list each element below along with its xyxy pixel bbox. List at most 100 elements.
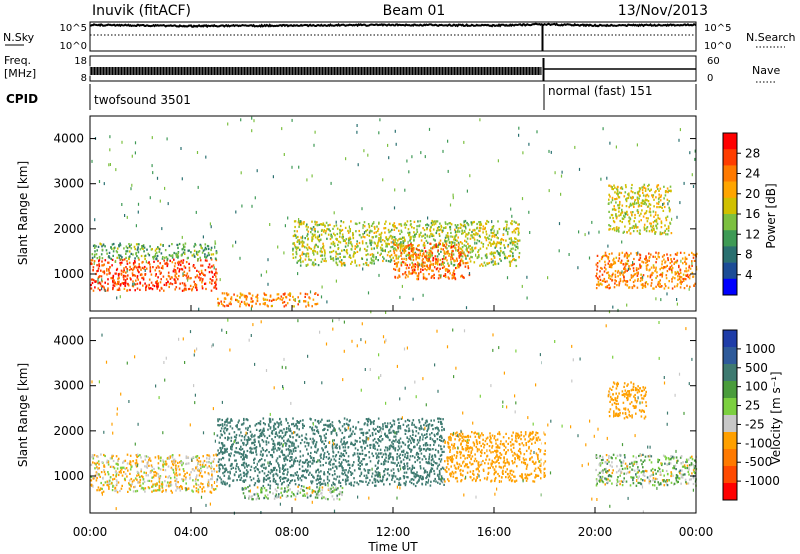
data-cell xyxy=(471,246,474,249)
data-cell xyxy=(200,470,203,473)
data-cell xyxy=(493,240,495,243)
data-cell xyxy=(488,237,490,241)
data-cell xyxy=(185,455,188,458)
data-cell xyxy=(488,261,490,265)
data-cell xyxy=(331,421,334,424)
data-cell xyxy=(343,454,346,457)
data-cell xyxy=(119,242,121,245)
data-cell xyxy=(174,288,176,291)
data-cell xyxy=(274,444,276,447)
data-cell xyxy=(611,273,614,277)
data-cell xyxy=(608,283,610,286)
data-cell xyxy=(387,436,389,439)
data-cell xyxy=(693,253,696,257)
data-cell xyxy=(362,440,365,443)
data-cell xyxy=(120,269,123,272)
data-cell xyxy=(315,221,318,224)
data-cell xyxy=(464,253,466,256)
data-cell xyxy=(451,250,453,253)
data-cell xyxy=(323,249,326,252)
data-cell xyxy=(422,268,424,271)
data-cell xyxy=(177,263,180,266)
data-cell xyxy=(659,268,661,271)
data-cell xyxy=(480,223,482,226)
data-cell xyxy=(139,273,142,277)
data-cell xyxy=(503,253,506,256)
data-cell xyxy=(428,423,431,426)
data-cell xyxy=(141,475,143,478)
data-cell xyxy=(183,282,186,285)
data-cell xyxy=(432,246,434,249)
data-cell xyxy=(312,442,315,445)
data-cell xyxy=(376,246,378,249)
data-cell xyxy=(437,250,439,253)
data-cell xyxy=(188,266,191,269)
data-cell xyxy=(236,462,238,466)
data-cell xyxy=(306,233,309,236)
data-cell xyxy=(136,276,139,279)
data-cell xyxy=(355,246,358,249)
data-cell xyxy=(95,471,98,474)
data-cell xyxy=(667,226,670,229)
noise-left-tick-bottom: 10^0 xyxy=(60,41,87,52)
data-cell xyxy=(490,244,492,247)
data-cell xyxy=(269,420,272,423)
data-cell xyxy=(693,284,695,287)
data-cell xyxy=(328,479,331,482)
data-cell xyxy=(204,243,207,246)
data-cell xyxy=(468,231,470,235)
data-cell xyxy=(427,260,429,263)
data-cell xyxy=(457,227,460,230)
data-cell xyxy=(125,250,127,253)
data-cell xyxy=(143,265,146,269)
data-cell xyxy=(165,489,167,492)
data-cell xyxy=(608,210,610,213)
data-cell xyxy=(185,462,187,466)
data-cell xyxy=(405,429,407,432)
data-cell xyxy=(424,155,426,159)
data-cell xyxy=(119,254,122,257)
data-cell xyxy=(387,460,389,463)
data-cell xyxy=(420,231,422,234)
data-cell xyxy=(332,463,334,466)
data-cell xyxy=(200,482,202,485)
data-cell xyxy=(384,231,386,234)
data-cell xyxy=(429,250,432,253)
data-cell xyxy=(168,481,171,484)
data-cell xyxy=(132,280,134,283)
data-cell xyxy=(98,467,100,470)
data-cell xyxy=(447,169,449,173)
data-cell xyxy=(339,454,341,458)
data-cell xyxy=(281,467,284,470)
data-cell xyxy=(136,489,139,493)
data-cell xyxy=(413,236,415,239)
data-cell xyxy=(618,252,621,255)
data-cell xyxy=(408,231,411,234)
data-cell xyxy=(446,252,448,255)
data-cell xyxy=(636,209,639,212)
data-cell xyxy=(653,215,655,218)
data-cell xyxy=(232,466,235,469)
data-cell xyxy=(159,272,162,275)
data-cell xyxy=(650,273,652,276)
data-cell xyxy=(146,463,149,466)
data-cell xyxy=(485,233,488,236)
data-cell xyxy=(625,186,627,189)
data-cell xyxy=(184,487,187,490)
data-cell xyxy=(657,197,660,200)
data-cell xyxy=(93,462,96,465)
data-cell xyxy=(667,191,669,194)
data-cell xyxy=(209,266,212,269)
data-cell xyxy=(202,235,204,239)
data-cell xyxy=(607,257,610,260)
data-cell xyxy=(426,254,428,257)
data-cell xyxy=(103,464,105,467)
data-cell xyxy=(618,203,621,206)
data-cell xyxy=(182,243,185,246)
data-cell xyxy=(467,223,469,226)
data-cell xyxy=(309,227,312,230)
data-cell xyxy=(419,439,421,442)
data-cell xyxy=(360,236,363,239)
data-cell xyxy=(304,436,307,439)
